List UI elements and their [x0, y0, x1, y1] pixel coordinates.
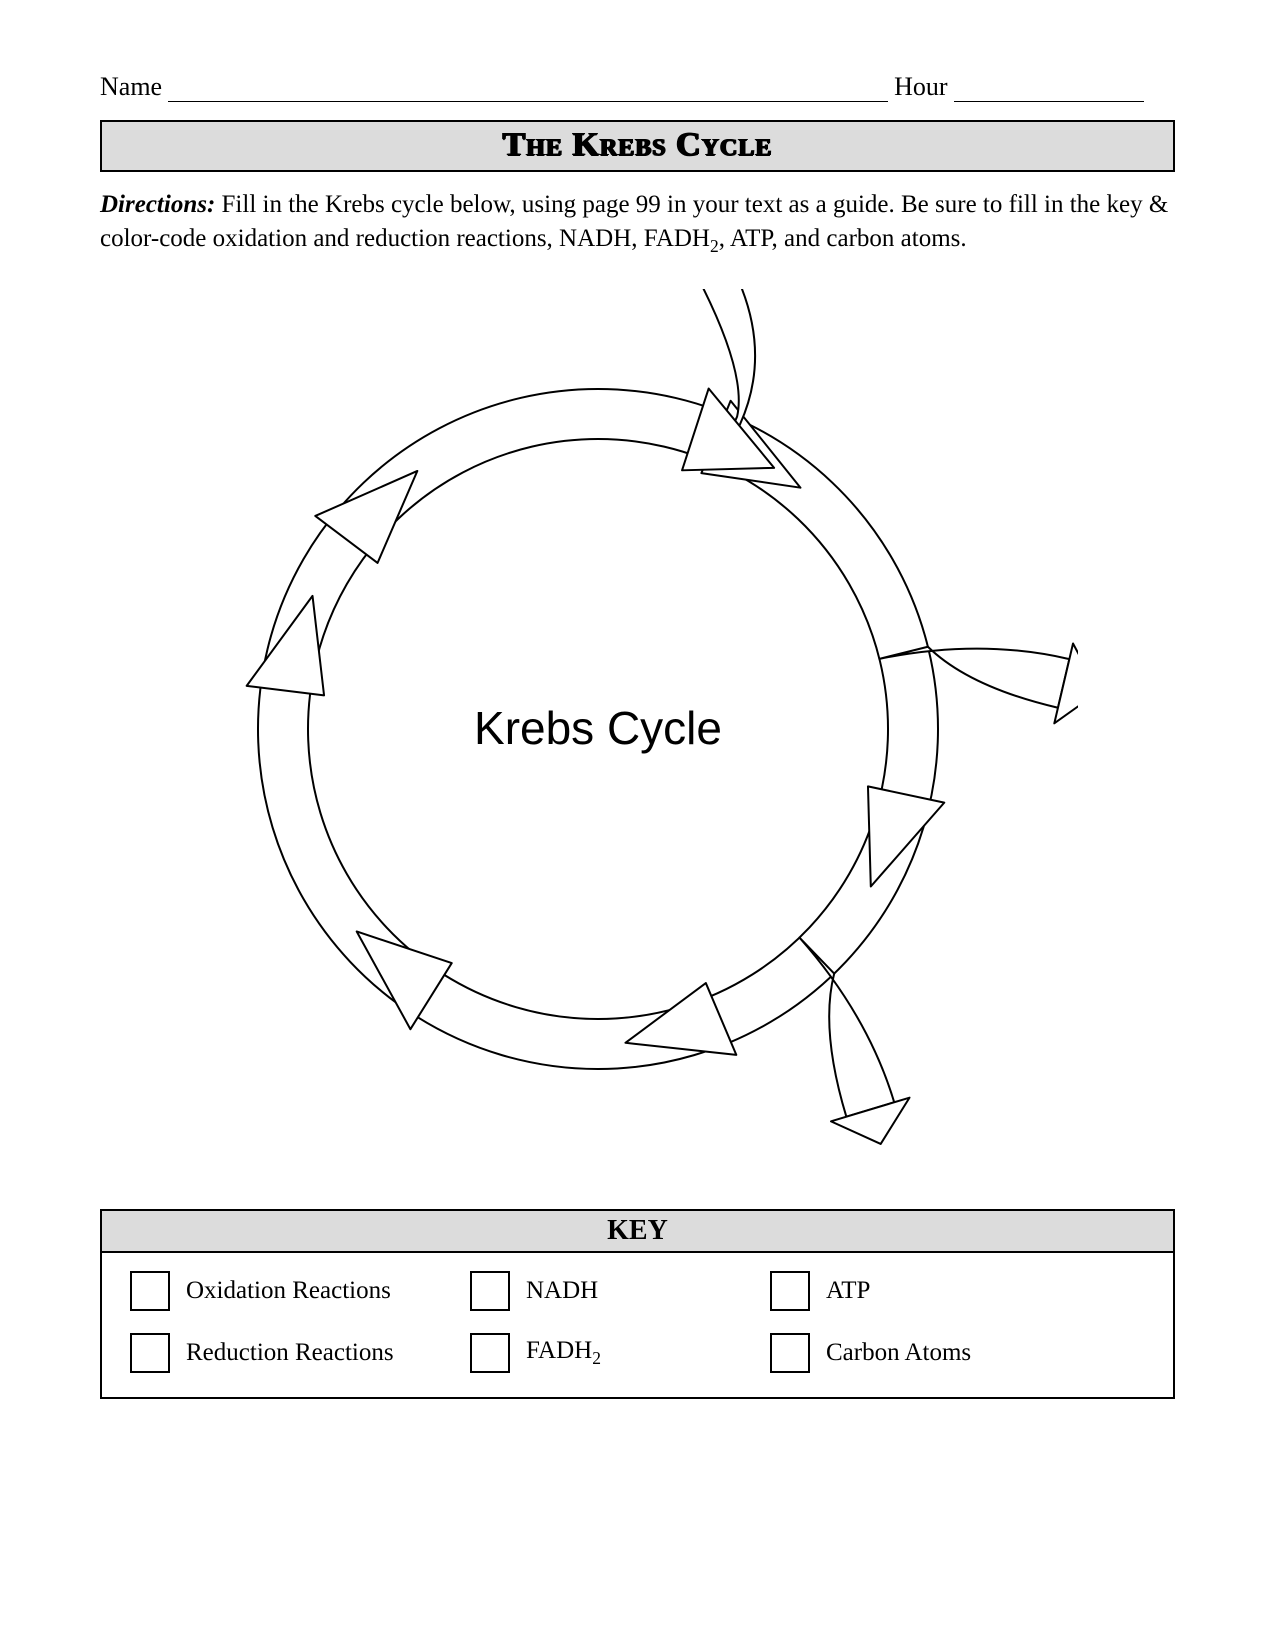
key-title: KEY [102, 1211, 1173, 1253]
directions-label: Directions: [100, 191, 215, 218]
page-title: The Krebs Cycle [503, 126, 773, 163]
key-item: Reduction Reactions [130, 1333, 470, 1373]
key-item-label: Reduction Reactions [186, 1339, 394, 1367]
key-body: Oxidation Reactions NADH ATP Reduction Reac… [102, 1253, 1173, 1397]
key-row: Oxidation Reactions NADH ATP [130, 1271, 1145, 1311]
key-item: Oxidation Reactions [130, 1271, 470, 1311]
title-box: The Krebs Cycle [100, 120, 1175, 172]
key-item-label: FADH2 [526, 1337, 601, 1369]
name-blank[interactable] [168, 70, 888, 102]
worksheet-page: Name Hour The Krebs Cycle Directions: Fi… [0, 0, 1275, 1650]
key-swatch[interactable] [130, 1333, 170, 1373]
hour-label: Hour [894, 72, 947, 102]
key-row: Reduction Reactions FADH2 Carbon Atoms [130, 1333, 1145, 1373]
key-item-label: Oxidation Reactions [186, 1277, 391, 1305]
name-hour-line: Name Hour [100, 70, 1175, 102]
key-box: KEY Oxidation Reactions NADH ATP Reduction … [100, 1209, 1175, 1399]
key-swatch[interactable] [770, 1271, 810, 1311]
hour-blank[interactable] [954, 70, 1144, 102]
key-swatch[interactable] [130, 1271, 170, 1311]
key-item-label: NADH [526, 1277, 598, 1305]
diagram-container: Krebs Cycle [100, 289, 1175, 1169]
krebs-cycle-diagram: Krebs Cycle [198, 289, 1078, 1169]
key-item-label: Carbon Atoms [826, 1339, 971, 1367]
cycle-center-label: Krebs Cycle [474, 702, 722, 754]
key-swatch[interactable] [470, 1333, 510, 1373]
key-swatch[interactable] [770, 1333, 810, 1373]
key-swatch[interactable] [470, 1271, 510, 1311]
key-item-label: ATP [826, 1277, 870, 1305]
directions-sub: 2 [710, 236, 719, 256]
directions-text-a: Fill in the Krebs cycle below, using pag… [100, 191, 1168, 252]
key-item: FADH2 [470, 1333, 770, 1373]
directions-text-b: , ATP, and carbon atoms. [719, 225, 967, 252]
key-item: Carbon Atoms [770, 1333, 1030, 1373]
name-label: Name [100, 72, 162, 102]
key-item: ATP [770, 1271, 1030, 1311]
directions: Directions: Fill in the Krebs cycle belo… [100, 188, 1175, 258]
key-item: NADH [470, 1271, 770, 1311]
